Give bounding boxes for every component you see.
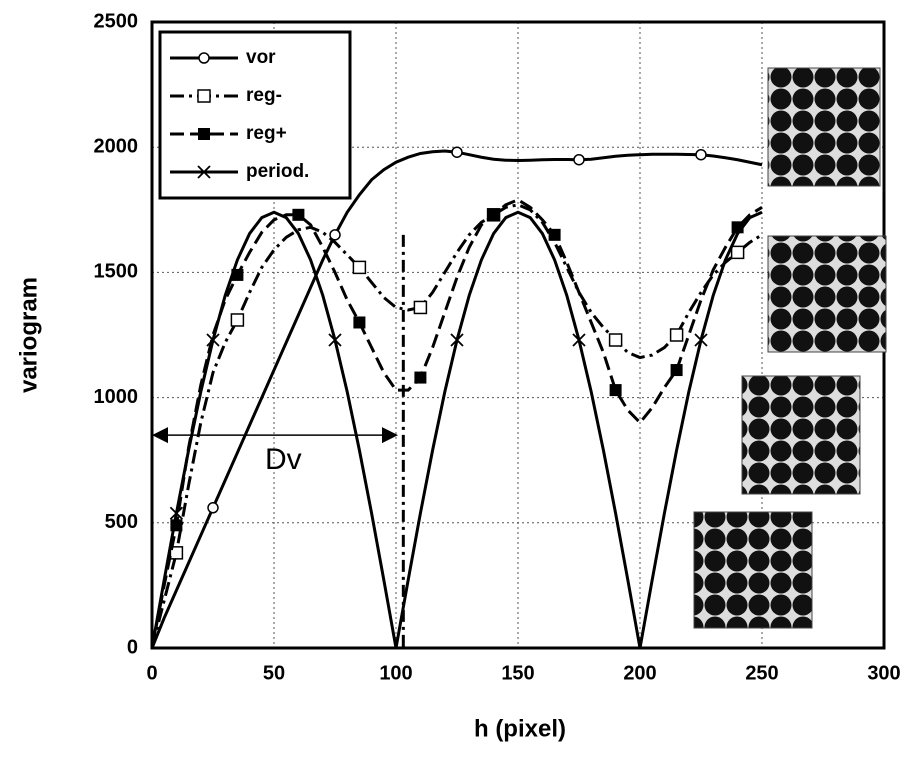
x-tick-label: 250 (745, 662, 778, 684)
inset-image (693, 511, 813, 629)
inset-image (767, 67, 881, 187)
legend-label: vor (246, 47, 276, 68)
y-tick-label: 500 (105, 511, 138, 533)
legend: vor reg-reg+ period. (158, 30, 352, 200)
marker (695, 148, 707, 161)
y-tick-label: 0 (127, 636, 138, 658)
marker (670, 364, 683, 377)
arrow-head (152, 427, 168, 444)
y-tick-label: 2500 (94, 10, 139, 32)
marker (548, 228, 561, 241)
series-line (150, 149, 763, 649)
marker (730, 245, 745, 260)
marker (230, 313, 245, 327)
y-tick-label: 1000 (94, 386, 139, 408)
x-tick-label: 300 (867, 662, 900, 684)
series-line (150, 198, 763, 649)
legend-label: reg- (246, 85, 282, 106)
x-tick-label: 0 (146, 662, 157, 684)
legend-marker (197, 165, 211, 179)
marker (413, 300, 428, 315)
marker (608, 333, 623, 347)
y-axis-label: variogram (15, 277, 42, 393)
inset-image (767, 235, 887, 353)
marker (414, 371, 427, 384)
marker (450, 333, 464, 347)
marker (572, 333, 586, 347)
legend-label: period. (246, 161, 309, 182)
y-tick-label: 2000 (94, 135, 139, 157)
marker (573, 153, 585, 166)
x-tick-label: 50 (263, 662, 285, 684)
legend-marker (198, 52, 210, 64)
annotation: Dv (265, 443, 302, 476)
marker (169, 506, 184, 520)
marker (206, 333, 220, 347)
marker (352, 260, 367, 275)
y-tick-label: 1500 (94, 261, 139, 283)
marker (292, 208, 305, 221)
arrow-head (382, 427, 398, 444)
insets (693, 67, 887, 629)
marker (487, 208, 500, 221)
legend-marker (197, 89, 211, 103)
x-tick-label: 200 (623, 662, 656, 684)
inset-image (741, 375, 861, 495)
marker (207, 502, 219, 514)
legend-box (158, 30, 352, 200)
marker (328, 333, 342, 347)
legend-marker (198, 128, 210, 140)
legend-label: reg+ (246, 123, 287, 144)
series-line (150, 210, 763, 649)
marker (329, 229, 341, 241)
marker (694, 333, 708, 347)
marker (669, 328, 684, 342)
series-line (150, 203, 763, 649)
x-tick-label: 100 (379, 662, 412, 684)
marker (609, 384, 622, 397)
marker (451, 146, 463, 158)
marker (353, 316, 366, 329)
x-tick-label: 150 (501, 662, 534, 684)
x-axis-label: h (pixel) (474, 715, 566, 742)
